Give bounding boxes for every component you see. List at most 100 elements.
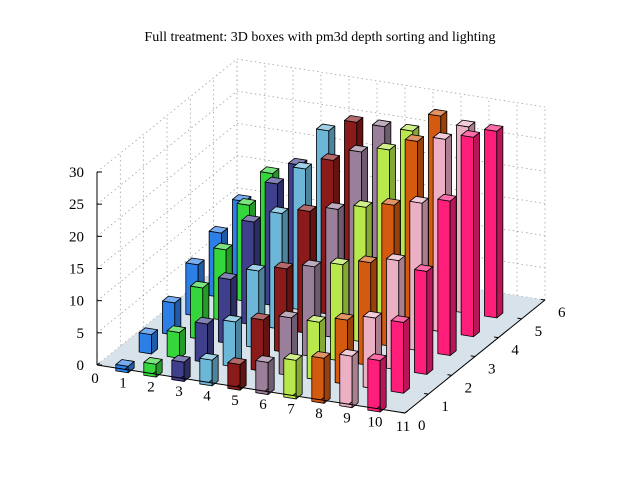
bar-side-face: [426, 266, 434, 375]
bar: [437, 193, 457, 356]
y-tick-label: 6: [558, 305, 566, 321]
bar-side-face: [267, 357, 275, 395]
bar-top-face: [460, 130, 480, 138]
y-tick: [494, 336, 499, 339]
z-tick-label: 10: [69, 294, 84, 310]
bar-top-face: [297, 204, 317, 212]
bar-side-face: [351, 350, 359, 409]
x-tick-label: 0: [91, 371, 99, 387]
x-tick: [180, 375, 185, 379]
bar-side-face: [473, 131, 480, 338]
x-tick: [152, 371, 157, 375]
x-tick-label: 3: [175, 384, 183, 400]
x-tick: [236, 384, 241, 388]
bar-top-face: [199, 352, 219, 361]
x-tick-label: 4: [203, 388, 211, 404]
bar: [138, 327, 158, 355]
x-tick-label: 8: [315, 406, 323, 422]
bar-front-face: [484, 128, 498, 319]
grid-line: [96, 58, 238, 173]
z-tick-label: 25: [69, 197, 84, 213]
bar-front-face: [138, 332, 152, 355]
x-tick: [264, 388, 269, 392]
x-tick: [320, 397, 325, 401]
bar-top-face: [432, 132, 452, 140]
bar-top-face: [269, 206, 289, 214]
bar-top-face: [171, 354, 191, 363]
x-tick-label: 7: [287, 402, 295, 418]
bar-top-face: [194, 316, 214, 325]
bar: [199, 352, 219, 387]
bar-top-face: [185, 257, 205, 266]
bar-top-face: [339, 348, 359, 357]
bar-side-face: [323, 352, 331, 404]
z-tick-label: 5: [77, 326, 85, 342]
bars: [115, 108, 504, 413]
bar: [222, 314, 242, 368]
bar-side-face: [403, 317, 410, 394]
bar-top-face: [278, 310, 298, 319]
bar-front-face: [367, 358, 381, 413]
bar-top-face: [227, 357, 247, 365]
y-tick: [447, 374, 452, 376]
bar-top-face: [400, 123, 420, 132]
y-tick-label: 1: [441, 399, 449, 415]
grid-line: [96, 123, 238, 237]
bar-side-face: [379, 355, 387, 413]
z-tick-label: 0: [77, 358, 85, 374]
y-tick-label: 0: [418, 418, 426, 434]
bar-front-face: [166, 330, 180, 359]
bar-top-face: [218, 272, 238, 280]
bar-front-face: [437, 198, 451, 356]
bar-top-face: [250, 312, 270, 321]
x-tick-label: 10: [368, 415, 383, 431]
bar-top-face: [334, 312, 354, 321]
bar-top-face: [306, 314, 326, 323]
bar-top-face: [409, 195, 429, 204]
x-tick: [208, 379, 213, 383]
bar-top-face: [358, 255, 378, 264]
z-tick-label: 20: [69, 229, 84, 245]
bar-top-face: [311, 351, 331, 359]
bar-top-face: [404, 134, 424, 142]
bar-top-face: [456, 119, 476, 128]
x-tick: [348, 401, 353, 405]
y-tick-label: 3: [488, 362, 496, 378]
x-tick-label: 11: [396, 419, 410, 435]
bar-top-face: [428, 108, 448, 117]
bar-front-face: [255, 360, 269, 395]
bar-top-face: [325, 202, 345, 210]
bar-front-face: [143, 361, 157, 378]
bar-top-face: [381, 198, 401, 206]
x-tick-label: 9: [343, 410, 351, 426]
x-tick-label: 5: [231, 393, 239, 409]
grid-line: [96, 90, 238, 205]
bar: [311, 351, 331, 404]
x-tick: [124, 366, 129, 370]
bar-top-face: [376, 142, 396, 151]
x-tick-label: 1: [119, 375, 127, 391]
bar-top-face: [115, 359, 135, 367]
bar-top-face: [162, 295, 182, 304]
y-tick: [517, 317, 522, 320]
bar-top-face: [330, 257, 350, 266]
bar-front-face: [283, 358, 297, 400]
bar: [166, 325, 186, 359]
y-tick: [470, 355, 476, 357]
bar-front-face: [414, 269, 428, 375]
x-tick-label: 2: [147, 380, 155, 396]
bar: [339, 348, 359, 409]
bar-top-face: [264, 176, 284, 185]
bar-top-face: [320, 153, 340, 161]
y-tick-label: 2: [465, 380, 473, 396]
bar-top-face: [138, 327, 158, 336]
y-tick: [424, 393, 429, 395]
z-tick-label: 30: [69, 165, 84, 181]
bar-top-face: [166, 325, 186, 333]
bar-front-face: [460, 134, 474, 338]
bar-top-face: [362, 310, 382, 319]
x-tick-label: 6: [259, 397, 267, 413]
bar-side-face: [295, 355, 303, 400]
bar-top-face: [348, 144, 368, 153]
